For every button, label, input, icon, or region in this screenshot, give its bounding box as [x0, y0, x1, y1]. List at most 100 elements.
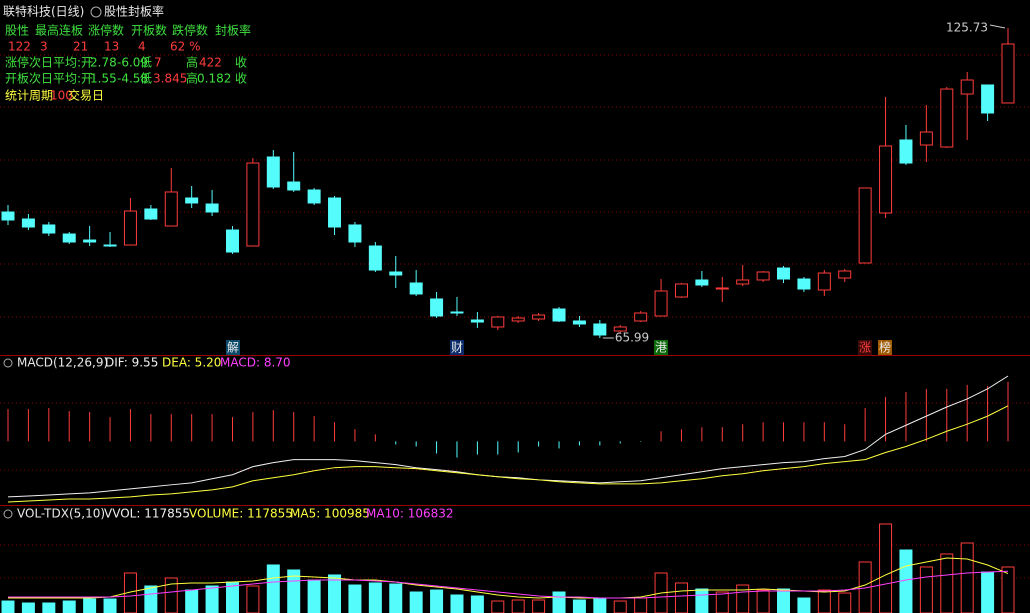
- candle-body: [164, 191, 178, 227]
- macd-line: [7, 375, 1009, 498]
- legend-entry: VVOL: 117855: [104, 507, 190, 521]
- event-label[interactable]: 涨: [859, 340, 871, 355]
- volume-bar: [389, 583, 403, 613]
- candle-body: [940, 88, 954, 148]
- candle-body: [266, 156, 280, 188]
- stat-row-value: 7: [154, 56, 162, 70]
- volume-bar: [899, 549, 913, 613]
- candle-body: [532, 314, 546, 320]
- stat-row-label: 低: [140, 56, 152, 70]
- event-label[interactable]: 财: [451, 341, 463, 355]
- candle-body: [715, 287, 729, 290]
- legend-entry: VOLUME: 117855: [189, 507, 293, 521]
- volume-bar: [593, 597, 607, 613]
- stat-row-value: -4.58: [117, 72, 148, 86]
- volume-bar: [981, 571, 995, 613]
- legend-entry: DIF: 9.55: [105, 356, 158, 370]
- candle-body: [511, 317, 525, 322]
- volume-bar: [21, 602, 35, 613]
- volume-bar: [797, 597, 811, 613]
- macd-line: [7, 405, 1009, 503]
- volume-bar: [42, 602, 56, 613]
- volume-bar: [613, 600, 627, 613]
- stat-row-label: 涨停次日平均:开: [5, 55, 93, 70]
- volume-bar: [491, 600, 505, 613]
- candle-body: [879, 145, 893, 214]
- candle-body: [430, 298, 444, 317]
- volume-bar: [634, 597, 648, 613]
- candle-body: [797, 278, 811, 290]
- event-label[interactable]: 榜: [879, 340, 891, 355]
- volume-bar: [736, 584, 750, 613]
- candle-body: [981, 84, 995, 114]
- indicator-name[interactable]: 股性封板率: [104, 4, 164, 19]
- stat-row-label: 收: [235, 56, 247, 70]
- candle-body: [287, 181, 301, 191]
- candle-body: [348, 224, 362, 243]
- ma-line: [8, 570, 1009, 599]
- legend-entry: DEA: 5.20: [162, 356, 221, 370]
- volume-bar: [164, 577, 178, 613]
- volume-bar: [470, 595, 484, 613]
- candle-body: [613, 326, 627, 332]
- candle-body: [368, 245, 382, 271]
- volume-bar: [777, 588, 791, 613]
- stat-label: 封板率: [215, 23, 251, 38]
- volume-bar: [62, 600, 76, 613]
- candle-body: [83, 239, 97, 243]
- candle-body: [756, 271, 770, 281]
- legend-entry: MA10: 106832: [366, 507, 454, 521]
- volume-bar: [919, 566, 933, 613]
- period-label: 统计周期: [5, 89, 53, 103]
- volume-bar: [83, 598, 97, 613]
- candle-body: [103, 244, 117, 247]
- candle-body: [185, 197, 199, 204]
- volume-bar: [205, 585, 219, 613]
- volume-bar: [960, 542, 974, 613]
- volume-bar: [328, 574, 342, 613]
- volume-bar: [450, 594, 464, 613]
- stat-value: 122: [8, 40, 31, 54]
- stat-row-label: 低: [140, 72, 152, 86]
- volume-bar: [348, 584, 362, 613]
- candle-body: [389, 271, 403, 276]
- candle-body: [409, 282, 423, 295]
- volume-bar: [838, 592, 852, 613]
- candle-body: [123, 210, 137, 246]
- event-markers: 解 财 港 涨 榜: [226, 340, 892, 355]
- panel-title: VOL-TDX(5,10): [17, 507, 105, 521]
- candle-body: [225, 229, 239, 253]
- volume-bar: [532, 599, 546, 613]
- stats: 股性 最高连板 涨停数 开板数 跌停数 封板率 122 3 21 13 4 62…: [5, 23, 251, 103]
- candle-body: [307, 189, 321, 204]
- volume-bar: [103, 598, 117, 613]
- high-arrow: [989, 24, 1006, 29]
- stat-row-value: 3.845: [153, 72, 187, 86]
- candle-body: [838, 270, 852, 279]
- stock-title: 联特科技(日线): [3, 4, 84, 19]
- candle-body: [450, 311, 464, 314]
- indicator-icon: [90, 6, 102, 18]
- event-label[interactable]: 解: [227, 341, 239, 355]
- volume-bar: [940, 553, 954, 613]
- candle-body: [817, 272, 831, 291]
- volume-bar: [817, 589, 831, 613]
- volume-bar: [572, 599, 586, 613]
- candle-body: [470, 319, 484, 323]
- event-label[interactable]: 港: [655, 341, 667, 355]
- stat-row-label: 高: [186, 55, 198, 70]
- stat-value: 4: [138, 40, 146, 54]
- candle-body: [593, 323, 607, 336]
- candle-body: [62, 233, 76, 243]
- legend-entry: MA5: 100985: [290, 507, 370, 521]
- candle-body: [858, 187, 872, 264]
- period-unit: 交易日: [68, 88, 104, 103]
- volume-bar: [552, 591, 566, 613]
- volume-bar: [185, 589, 199, 613]
- candle-body: [205, 203, 219, 213]
- candle-body: [491, 316, 505, 328]
- volume-bar: [511, 599, 525, 613]
- candle-body: [21, 218, 35, 228]
